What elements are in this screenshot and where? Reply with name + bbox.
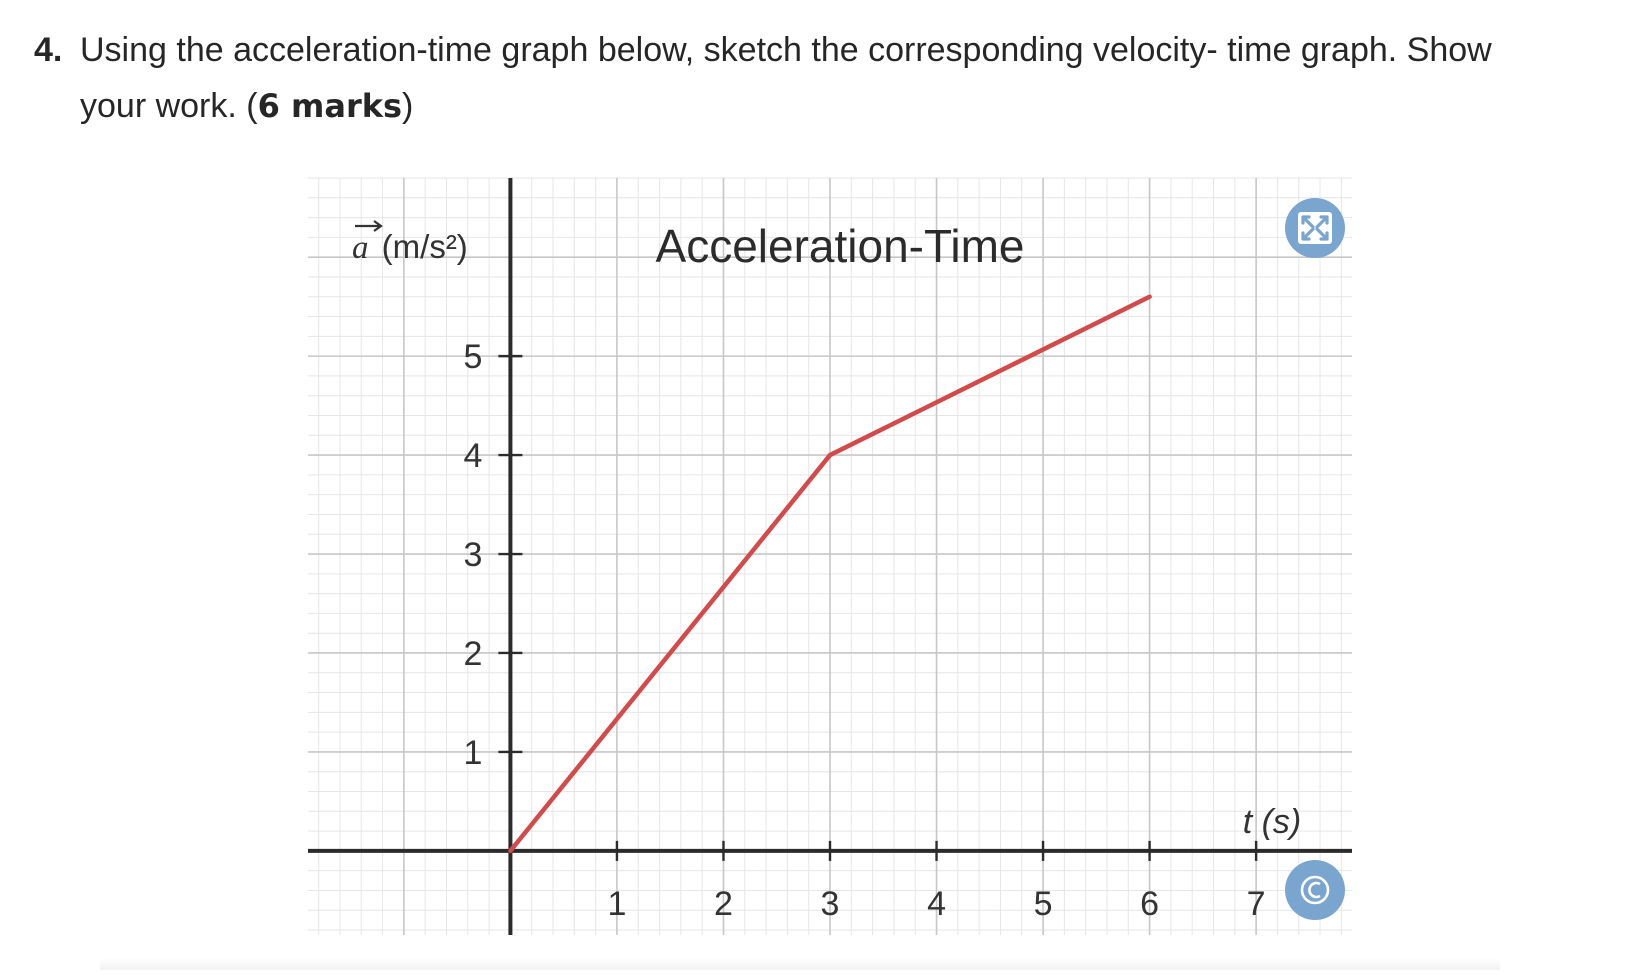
x-axis-label: t (s): [1243, 803, 1302, 841]
x-tick-label: 7: [1247, 885, 1266, 923]
marks-label: 6 marks: [257, 87, 403, 125]
question-text-line2-pre: your work. (: [80, 87, 258, 125]
y-tick-label: 4: [463, 437, 482, 475]
expand-arrows-icon[interactable]: [1285, 198, 1345, 258]
question-text-line2-post: ): [402, 87, 414, 125]
series-line: [508, 294, 1152, 854]
y-tick-label: 3: [463, 536, 482, 574]
question-text-line1: Using the acceleration-time graph below,…: [80, 31, 1492, 69]
y-axis-units: (m/s²): [382, 228, 468, 265]
x-tick-label: 6: [1140, 885, 1159, 923]
y-axis-symbol: a: [352, 230, 369, 266]
y-tick-label: 5: [463, 338, 482, 376]
x-tick-label: 4: [927, 885, 946, 923]
question-block: 4. Using the acceleration-time graph belo…: [34, 22, 1604, 134]
y-tick-label: 1: [463, 734, 482, 772]
question-line-2: your work. (6 marks): [34, 78, 1604, 134]
series-layer: [508, 294, 1152, 854]
x-tick-label: 3: [821, 885, 840, 923]
chart-title: Acceleration-Time: [656, 220, 1025, 272]
x-tick-label: 5: [1034, 885, 1053, 923]
question-line-1: 4. Using the acceleration-time graph belo…: [34, 22, 1604, 78]
minor-grid: [308, 177, 1352, 935]
vector-arrow-icon: [355, 220, 383, 232]
copyright-icon[interactable]: [1285, 860, 1345, 920]
major-grid: [308, 178, 1352, 935]
bottom-shadow: [100, 958, 1500, 970]
question-number: 4.: [34, 31, 63, 69]
labels-layer: Acceleration-Time a (m/s²) t (s): [352, 220, 1301, 841]
x-tick-label: 1: [607, 885, 626, 923]
y-axis-label: a (m/s²): [352, 228, 468, 266]
x-tick-label: 2: [714, 885, 733, 923]
ticks: 1 2 3 4 5 6 7 1 2 3 4 5: [463, 338, 1265, 923]
y-tick-label: 2: [463, 635, 482, 673]
